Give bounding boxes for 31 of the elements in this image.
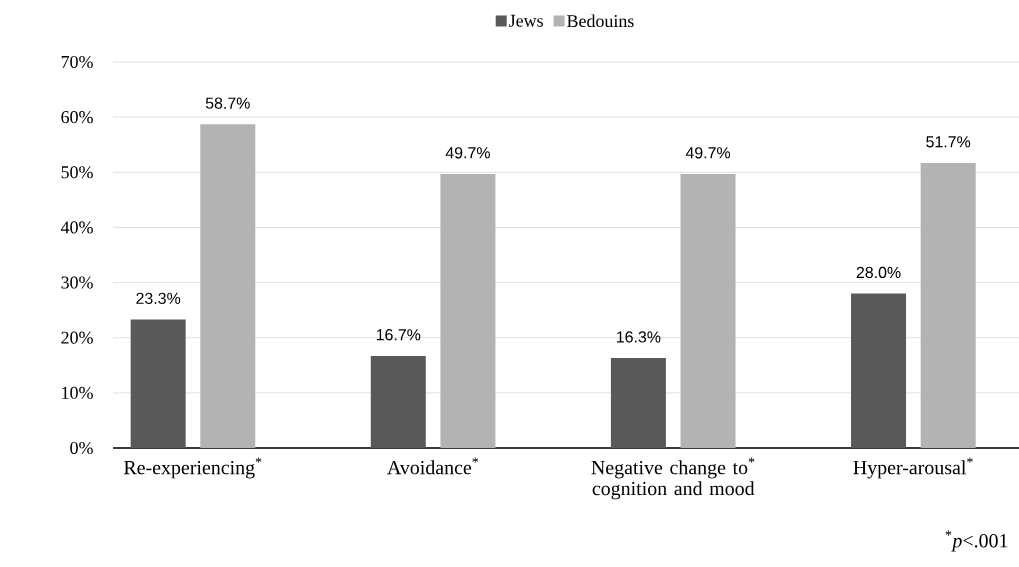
bar <box>920 162 976 448</box>
legend-label: Jews <box>509 14 543 27</box>
y-tick-label: 10% <box>62 386 93 399</box>
y-tick-label: 50% <box>61 166 93 179</box>
data-label: 49.7% <box>445 147 490 159</box>
data-label: 28.0% <box>856 266 901 279</box>
bar <box>851 293 907 448</box>
text: $^{*}$p<.001 <box>945 530 1008 552</box>
y-tick-label: 0% <box>70 441 93 455</box>
bar <box>130 319 186 448</box>
x-tick-label: Hyper-arousal$^{*}$ <box>853 457 973 479</box>
bar <box>370 355 426 448</box>
data-label: 58.7% <box>205 97 250 109</box>
bar <box>680 173 736 448</box>
data-label: 51.7% <box>926 136 971 148</box>
y-tick-label: 30% <box>61 276 93 289</box>
x-tick-label: Re-experiencing$^{*}$ <box>123 457 262 479</box>
y-tick-label: 60% <box>61 111 93 124</box>
bar <box>610 358 666 448</box>
y-tick-label: 40% <box>60 221 93 234</box>
bar <box>200 124 256 448</box>
data-label: 16.3% <box>617 331 661 343</box>
category-label: Negative change to$^{*}$ cognition and mood <box>591 457 755 500</box>
data-label: 49.7% <box>685 147 731 159</box>
y-tick-label: 70% <box>61 55 93 69</box>
legend-label: Bedouins <box>567 14 634 28</box>
data-label: 23.3% <box>136 292 181 304</box>
bar <box>440 173 496 448</box>
data-label: 16.7% <box>376 329 421 341</box>
y-tick-label: 20% <box>61 331 93 344</box>
x-tick-label: Avoidance$^{*}$ <box>387 457 479 475</box>
